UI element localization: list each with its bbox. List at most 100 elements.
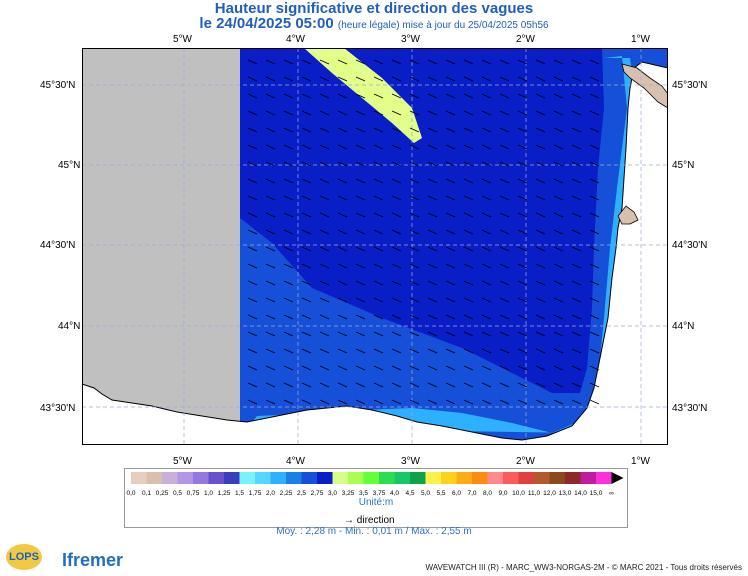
wave-direction-arrow <box>499 76 510 82</box>
wave-direction-arrow <box>373 178 384 184</box>
wave-direction-arrow <box>355 127 366 133</box>
map-title: Hauteur significative et direction des v… <box>214 0 534 17</box>
legend-tick-label: 11,0 <box>528 490 541 497</box>
wave-direction-arrow <box>427 195 438 201</box>
wave-direction-arrow <box>355 382 366 388</box>
wave-direction-arrow <box>571 229 582 235</box>
wave-direction-arrow <box>463 110 474 116</box>
wave-direction-arrow <box>283 127 294 133</box>
wave-direction-arrow <box>481 127 492 133</box>
wave-direction-arrow <box>499 229 510 235</box>
wave-direction-arrow <box>445 59 456 65</box>
wave-direction-arrow <box>571 297 582 303</box>
wave-direction-arrow <box>517 229 528 235</box>
wave-direction-arrow <box>265 127 276 133</box>
wave-direction-arrow <box>301 297 312 303</box>
wave-direction-arrow <box>463 297 474 303</box>
wave-direction-arrow <box>301 93 312 99</box>
wave-direction-arrow <box>391 263 402 269</box>
wave-direction-arrow <box>463 76 474 82</box>
wave-direction-arrow <box>265 161 276 167</box>
wave-direction-arrow <box>589 348 600 354</box>
wave-direction-arrow <box>445 263 456 269</box>
wave-direction-arrow <box>445 229 456 235</box>
legend-tick-label: 5,5 <box>436 490 445 497</box>
wave-direction-arrow <box>499 195 510 201</box>
wave-direction-arrow <box>265 76 276 82</box>
wave-direction-arrow <box>355 263 366 269</box>
wave-direction-arrow <box>553 399 564 405</box>
wave-direction-arrow <box>463 144 474 150</box>
wave-direction-arrow <box>301 76 312 82</box>
wave-direction-arrow <box>409 365 420 371</box>
legend-tick-label: 6,0 <box>452 490 461 497</box>
legend-tick-label: 2,0 <box>266 490 275 497</box>
legend-tick-label: 8,0 <box>483 490 492 497</box>
legend-swatch <box>131 472 147 484</box>
legend-tick-label: 3,0 <box>328 490 337 497</box>
ifremer-logo: Ifremer <box>62 550 124 570</box>
wave-direction-arrow <box>373 161 384 167</box>
wave-direction-arrow <box>481 365 492 371</box>
wave-direction-arrow <box>463 382 474 388</box>
wave-direction-arrow <box>553 382 564 388</box>
wave-direction-arrow <box>517 331 528 337</box>
wave-direction-arrow <box>247 365 258 371</box>
wave-direction-arrow <box>481 212 492 218</box>
legend-tick-label: 0,25 <box>156 490 169 497</box>
wave-direction-arrow <box>409 161 420 167</box>
wave-direction-arrow <box>517 93 528 99</box>
wave-direction-arrow <box>589 59 600 65</box>
legend-swatch <box>472 472 488 484</box>
wave-direction-arrow <box>337 263 348 269</box>
wave-direction-arrow <box>391 280 402 286</box>
wave-direction-arrow <box>319 127 330 133</box>
legend-swatch <box>162 472 178 484</box>
wave-direction-arrow <box>445 314 456 320</box>
wave-direction-arrow <box>517 59 528 65</box>
legend-swatch <box>363 472 379 484</box>
wave-direction-arrow <box>265 263 276 269</box>
lat-label-left: 43°30'N <box>40 403 76 414</box>
lat-label-left: 44°30'N <box>40 240 76 251</box>
wave-direction-arrow <box>427 263 438 269</box>
wave-direction-arrow <box>355 280 366 286</box>
wave-direction-arrow <box>463 127 474 133</box>
wave-direction-arrow <box>553 348 564 354</box>
wave-direction-arrow <box>337 365 348 371</box>
legend-tick-label: 1,0 <box>204 490 213 497</box>
wave-direction-arrow <box>481 76 492 82</box>
wave-direction-arrow <box>589 144 600 150</box>
wave-direction-arrow <box>373 382 384 388</box>
wave-direction-arrow <box>409 314 420 320</box>
wave-direction-arrow <box>373 93 384 99</box>
wave-direction-arrow <box>535 127 546 133</box>
wave-height-map[interactable] <box>82 48 668 445</box>
wave-direction-arrow <box>589 161 600 167</box>
wave-direction-arrow <box>589 76 600 82</box>
wave-direction-arrow <box>247 59 258 65</box>
wave-direction-arrow <box>463 93 474 99</box>
wave-direction-arrow <box>499 331 510 337</box>
wave-direction-arrow <box>481 280 492 286</box>
wave-direction-arrow <box>589 263 600 269</box>
wave-direction-arrow <box>517 280 528 286</box>
wave-direction-arrow <box>463 246 474 252</box>
wave-direction-arrow <box>373 348 384 354</box>
wave-direction-arrow <box>319 348 330 354</box>
wave-direction-arrow <box>373 314 384 320</box>
lat-label-right: 43°30'N <box>672 403 708 414</box>
wave-direction-arrow <box>247 178 258 184</box>
legend-swatch <box>565 472 581 484</box>
wave-direction-arrow <box>427 212 438 218</box>
wave-direction-arrow <box>247 212 258 218</box>
wave-direction-arrow <box>463 263 474 269</box>
legend-tick-label: 2,5 <box>297 490 306 497</box>
lon-label-top: 2°W <box>516 34 535 45</box>
wave-direction-arrow <box>589 280 600 286</box>
wave-direction-arrow <box>373 263 384 269</box>
wave-direction-arrow <box>265 246 276 252</box>
wave-direction-arrow <box>373 212 384 218</box>
wave-direction-arrow <box>409 246 420 252</box>
legend-tick-label: 0,1 <box>142 490 151 497</box>
